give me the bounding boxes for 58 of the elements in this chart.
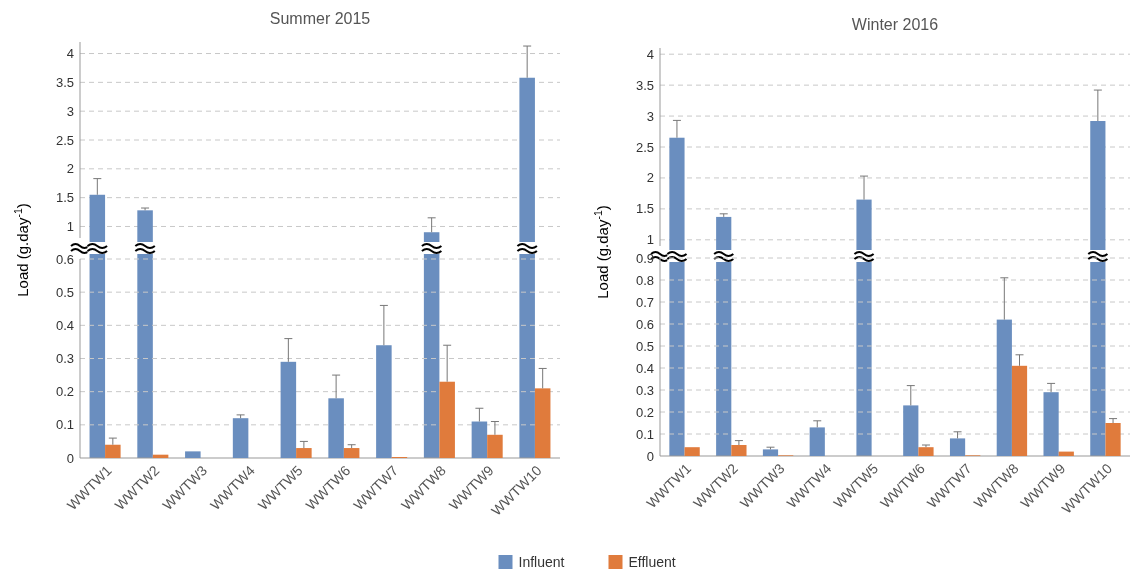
bar <box>1105 423 1121 456</box>
y-tick-label: 2 <box>66 161 74 177</box>
bar <box>918 447 934 456</box>
bar <box>471 421 488 458</box>
bar <box>762 449 779 456</box>
bar <box>534 388 551 458</box>
y-tick-label: 0.8 <box>635 272 654 288</box>
y-tick-label: 3 <box>66 103 74 119</box>
y-tick-label: 0.4 <box>635 360 654 376</box>
bar <box>185 451 201 458</box>
y-tick-label: 0.4 <box>55 317 74 333</box>
y-tick-label: 0.2 <box>55 384 74 400</box>
y-tick-label: 0.9 <box>635 250 654 266</box>
y-tick-label: 3.5 <box>55 74 74 90</box>
bar <box>684 447 700 456</box>
bar <box>1058 451 1074 456</box>
legend-label: Influent <box>518 553 565 570</box>
chart-title: Summer 2015 <box>269 10 371 27</box>
y-tick-label: 0.5 <box>55 284 74 300</box>
bar <box>809 427 825 456</box>
y-tick-label: 0.6 <box>55 251 74 267</box>
y-tick-label: 1 <box>66 219 74 235</box>
y-tick-label: 1.5 <box>635 201 654 217</box>
y-tick-label: 0.5 <box>635 338 654 354</box>
y-tick-label: 3.5 <box>635 77 654 93</box>
bar <box>1011 365 1028 456</box>
y-tick-label: 0.6 <box>635 316 654 332</box>
y-tick-label: 0.1 <box>55 417 74 433</box>
bar <box>343 448 360 458</box>
bar <box>280 361 297 458</box>
bar <box>996 319 1012 456</box>
y-tick-label: 0.3 <box>55 351 74 367</box>
y-tick-label: 1.5 <box>55 190 74 206</box>
bar <box>328 398 344 458</box>
bar <box>903 405 919 456</box>
bar <box>105 444 121 458</box>
y-tick-label: 2.5 <box>55 132 74 148</box>
y-tick-label: 1 <box>646 232 654 248</box>
y-tick-label: 0 <box>646 448 654 464</box>
bar <box>487 434 503 458</box>
y-tick-label: 0.2 <box>635 404 654 420</box>
bar <box>731 445 747 456</box>
y-tick-label: 2.5 <box>635 139 654 155</box>
y-tick-label: 3 <box>646 108 654 124</box>
y-tick-label: 4 <box>646 46 654 62</box>
bar <box>949 438 966 456</box>
y-tick-label: 0.3 <box>635 382 654 398</box>
bar <box>296 448 312 458</box>
bar <box>1043 392 1059 456</box>
legend-label: Effluent <box>628 553 676 570</box>
y-tick-label: 0.7 <box>635 294 654 310</box>
bar <box>376 345 392 458</box>
y-tick-label: 0 <box>66 450 74 466</box>
y-tick-label: 0.1 <box>635 426 654 442</box>
y-tick-label: 4 <box>66 46 74 62</box>
y-tick-label: 2 <box>646 170 654 186</box>
chart-title: Winter 2016 <box>851 16 939 33</box>
bar <box>232 418 249 458</box>
